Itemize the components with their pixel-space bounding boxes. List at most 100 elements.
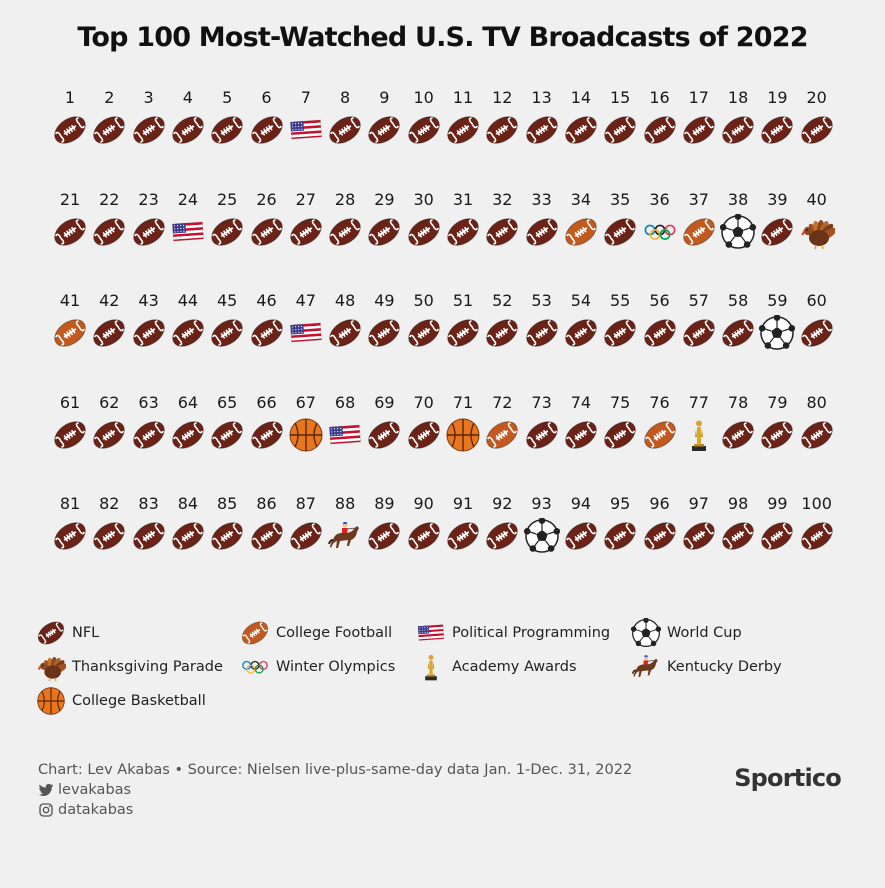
nfl-football-icon: [211, 522, 243, 550]
college-football-icon: [565, 217, 597, 246]
rank-label: 36: [649, 189, 670, 209]
nfl-football-icon: [486, 217, 519, 246]
broadcast-cell: 78: [718, 393, 758, 463]
us-flag-icon: [329, 424, 361, 444]
broadcast-cell: 14: [561, 88, 601, 158]
nfl-football-icon: [290, 217, 322, 246]
nfl-football-icon: [132, 116, 165, 144]
broadcast-cell: 57: [679, 291, 719, 361]
rank-label: 23: [138, 189, 159, 209]
rank-label: 20: [806, 88, 827, 107]
nfl-football-icon: [407, 420, 440, 449]
broadcast-cell: 97: [679, 494, 719, 564]
rank-label: 99: [767, 494, 788, 513]
rank-label: 43: [138, 291, 159, 310]
broadcast-cell: 15: [600, 88, 640, 158]
nfl-football-icon: [683, 522, 715, 550]
broadcast-cell: 7: [286, 88, 326, 158]
legend-item: Political Programming: [416, 618, 610, 648]
rank-label: 56: [649, 291, 670, 310]
rank-label: 90: [413, 494, 434, 513]
broadcast-cell: 76: [640, 393, 680, 463]
broadcast-cell: 86: [247, 494, 287, 564]
nfl-football-icon: [565, 319, 597, 347]
nfl-football-icon: [407, 319, 440, 347]
broadcast-cell: 26: [247, 190, 287, 260]
twitter-handle: levakabas: [58, 782, 132, 798]
rank-label: 59: [767, 291, 788, 310]
rank-label: 8: [340, 88, 351, 107]
nfl-football-icon: [329, 116, 361, 144]
nfl-football-icon: [93, 319, 126, 347]
broadcast-cell: 27: [286, 190, 326, 260]
rank-label: 69: [374, 392, 395, 412]
broadcast-cell: 80: [797, 393, 837, 463]
legend: NFL College Football Political Programming…: [36, 618, 856, 728]
legend-label: Academy Awards: [452, 659, 577, 675]
nfl-football-icon: [565, 116, 597, 144]
broadcast-cell: 36: [640, 190, 680, 260]
broadcast-cell: 61: [50, 393, 90, 463]
broadcast-cell: 37: [679, 190, 719, 260]
rank-label: 63: [138, 392, 159, 412]
nfl-football-icon: [761, 116, 794, 144]
broadcast-cell: 62: [89, 393, 129, 463]
rank-label: 89: [374, 494, 395, 513]
broadcast-cell: 21: [50, 190, 90, 260]
rank-label: 6: [261, 88, 272, 107]
sportico-logo: Sportico: [734, 764, 842, 792]
broadcast-cell: 59: [757, 291, 797, 361]
nfl-football-icon: [486, 116, 519, 144]
broadcast-cell: 44: [168, 291, 208, 361]
broadcast-cell: 35: [600, 190, 640, 260]
rank-label: 48: [334, 291, 356, 310]
nfl-football-icon: [800, 420, 833, 449]
legend-item: NFL: [36, 618, 99, 648]
nfl-football-icon: [800, 116, 833, 144]
nfl-football-icon: [368, 319, 401, 347]
broadcast-cell: 96: [640, 494, 680, 564]
nfl-football-icon: [800, 522, 833, 550]
college-football-icon: [54, 319, 86, 347]
rank-label: 84: [177, 494, 199, 513]
nfl-football-icon: [172, 522, 204, 550]
rank-label: 14: [570, 88, 592, 107]
broadcast-cell: 51: [443, 291, 483, 361]
rank-label: 64: [177, 392, 199, 412]
broadcast-cell: 82: [89, 494, 129, 564]
horse-racing-icon: [631, 655, 658, 677]
broadcast-cell: 45: [207, 291, 247, 361]
broadcast-cell: 30: [404, 190, 444, 260]
broadcast-cell: 91: [443, 494, 483, 564]
oscar-statue-icon: [691, 420, 706, 451]
broadcast-cell: 90: [404, 494, 444, 564]
rank-label: 30: [413, 189, 434, 209]
nfl-football-icon: [211, 420, 243, 449]
broadcast-cell: 2: [89, 88, 129, 158]
nfl-football-icon: [172, 319, 204, 347]
footer: Chart: Lev Akabas • Source: Nielsen live…: [38, 760, 632, 820]
broadcast-cell: 11: [443, 88, 483, 158]
turkey-icon: [800, 219, 835, 249]
college-football-icon: [241, 621, 269, 645]
nfl-football-icon: [525, 420, 558, 449]
broadcast-cell: 60: [797, 291, 837, 361]
broadcast-cell: 69: [364, 393, 404, 463]
broadcast-cell: 40: [797, 190, 837, 260]
nfl-football-icon: [132, 319, 165, 347]
broadcast-cell: 3: [129, 88, 169, 158]
rank-label: 54: [570, 291, 592, 310]
rank-label: 16: [649, 88, 670, 107]
broadcast-cell: 70: [404, 393, 444, 463]
nfl-football-icon: [211, 319, 243, 347]
legend-label: NFL: [72, 625, 100, 641]
nfl-football-icon: [604, 319, 636, 347]
legend-label: Political Programming: [452, 625, 611, 641]
broadcast-cell: 77: [679, 393, 719, 463]
rank-label: 5: [222, 88, 233, 107]
twitter-icon: [38, 783, 54, 796]
rank-label: 77: [688, 392, 709, 412]
nfl-football-icon: [54, 217, 86, 246]
rank-label: 33: [531, 189, 552, 209]
rank-label: 27: [295, 189, 316, 209]
